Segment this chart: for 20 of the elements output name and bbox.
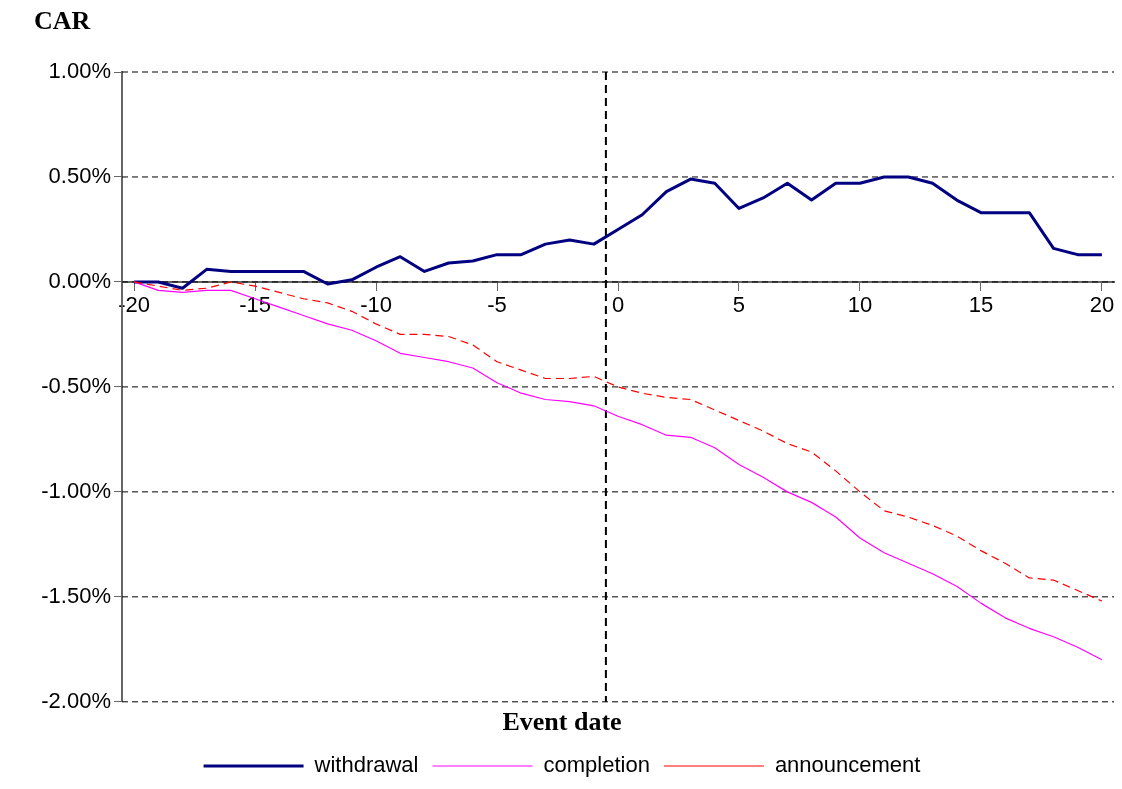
y-tick-label: 1.00%	[48, 58, 111, 84]
x-tick-label: 10	[847, 292, 873, 318]
x-tick-label: 20	[1089, 292, 1115, 318]
x-tick-label: 5	[732, 292, 746, 318]
legend-label: announcement	[774, 752, 921, 778]
x-tick-label: 0	[611, 292, 625, 318]
legend-label: completion	[543, 752, 650, 778]
y-axis-title: CAR	[34, 6, 91, 36]
x-axis-title: Event date	[502, 706, 622, 736]
y-tick-label: 0.50%	[48, 163, 111, 189]
x-tick-label: -15	[239, 292, 271, 318]
x-tick-label: 15	[968, 292, 994, 318]
y-tick-label: 0.00%	[48, 268, 111, 293]
x-tick-label: -10	[360, 292, 392, 318]
y-tick-label: -1.50%	[41, 582, 111, 608]
y-tick-label: -2.00%	[41, 687, 111, 713]
x-tick-label: -5	[487, 292, 507, 318]
y-tick-label: -1.00%	[41, 477, 111, 503]
legend-label: withdrawal	[313, 752, 419, 778]
y-tick-label: -0.50%	[41, 372, 111, 398]
